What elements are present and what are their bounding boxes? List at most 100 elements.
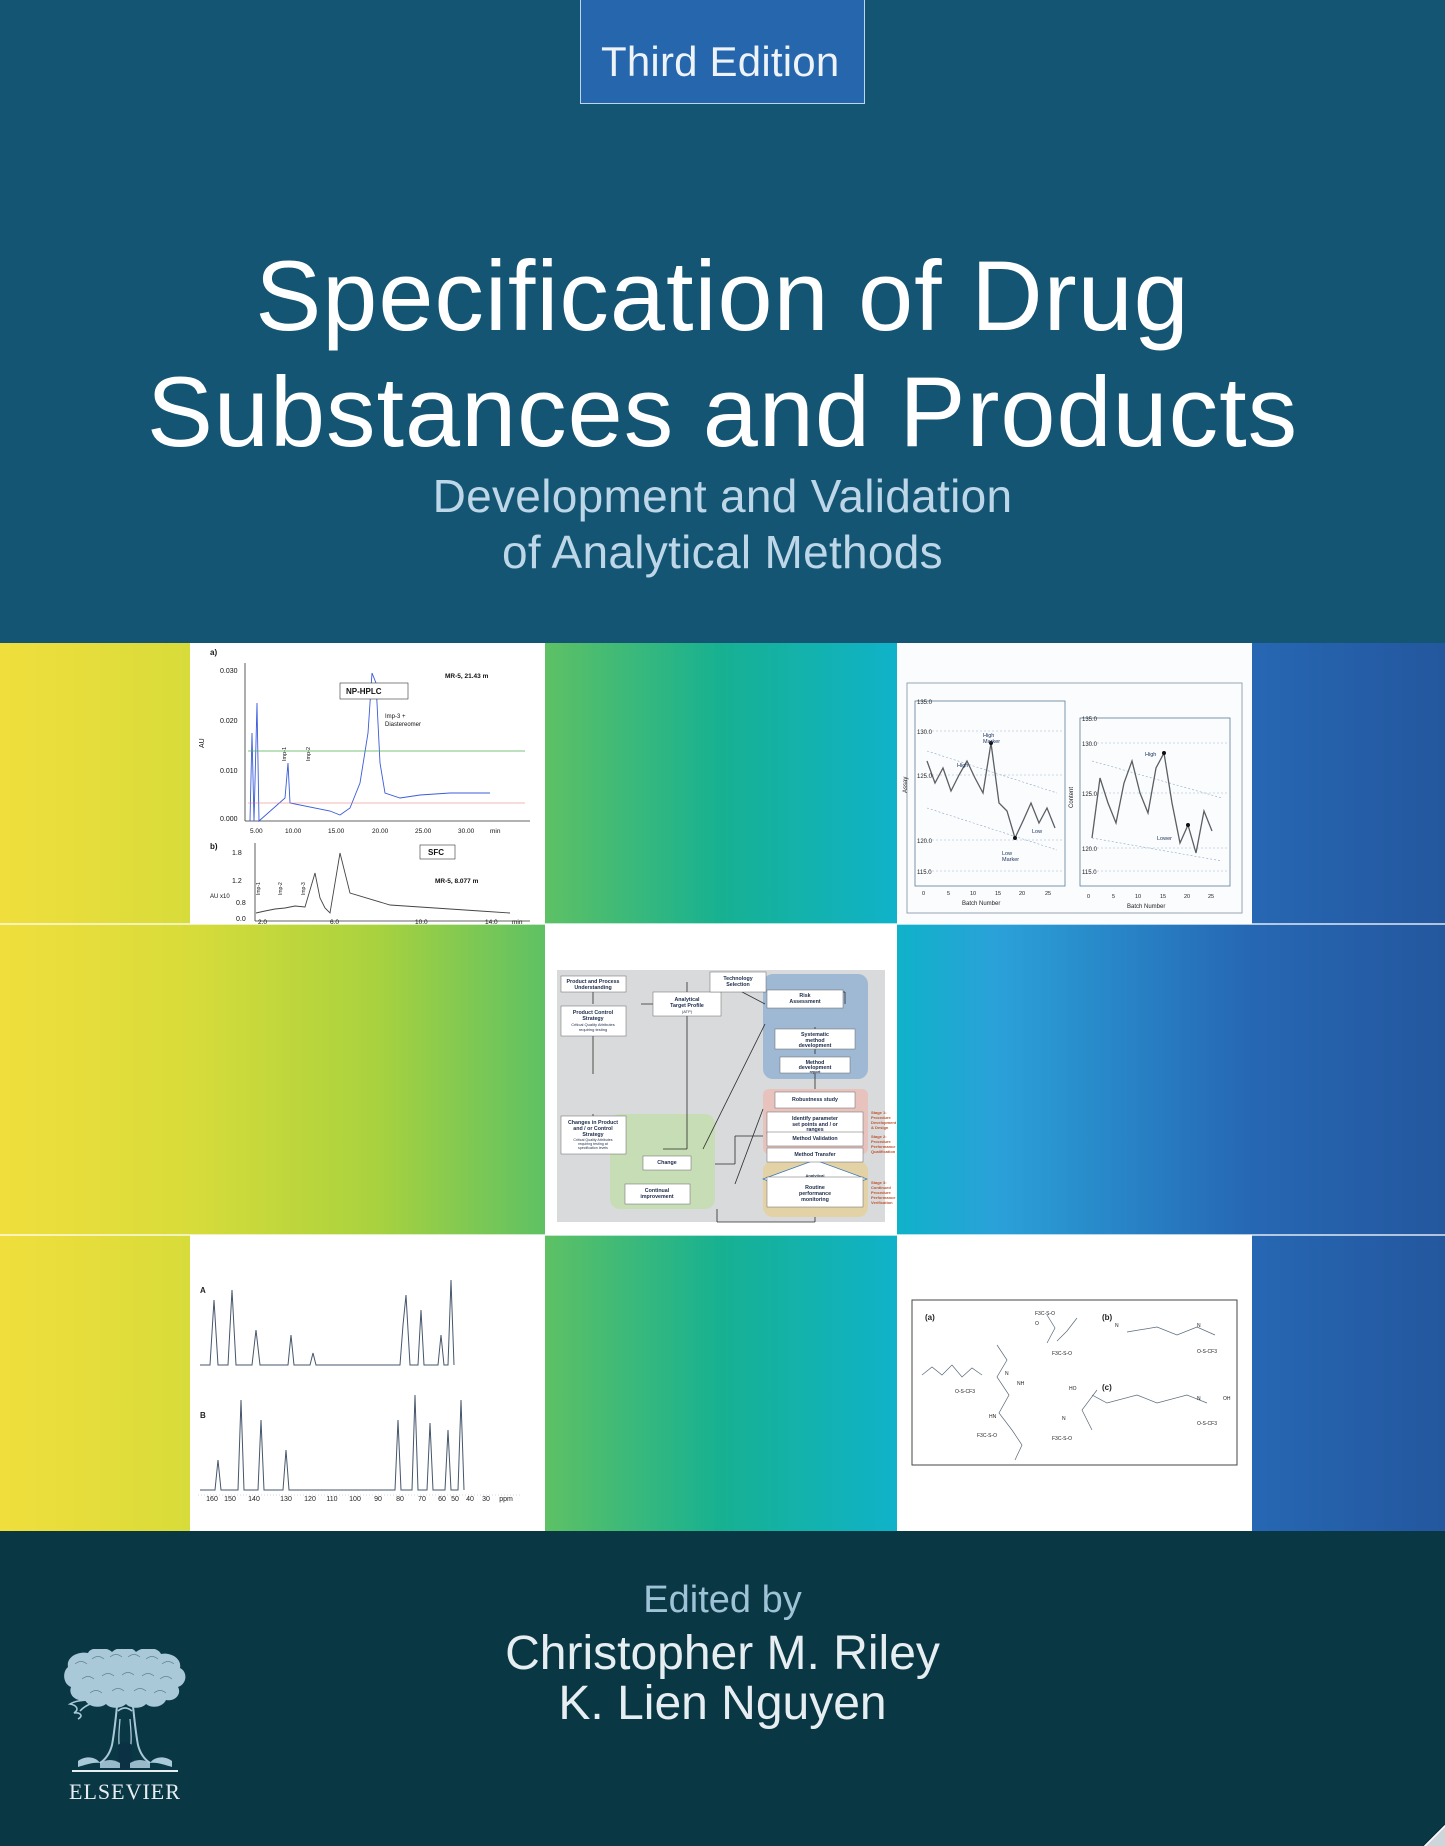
- svg-text:N: N: [1005, 1371, 1009, 1377]
- svg-text:(ATP): (ATP): [682, 1009, 693, 1014]
- svg-text:F3C-S-O: F3C-S-O: [977, 1433, 997, 1439]
- svg-text:Imp-1: Imp-1: [256, 882, 262, 895]
- svg-text:0: 0: [922, 891, 925, 897]
- svg-text:Batch Number: Batch Number: [1127, 904, 1165, 910]
- svg-text:Lower: Lower: [1157, 836, 1172, 842]
- svg-text:90: 90: [374, 1496, 382, 1503]
- svg-text:Marker: Marker: [983, 739, 1000, 745]
- svg-text:Imp-2: Imp-2: [306, 747, 312, 761]
- svg-text:N: N: [1062, 1416, 1066, 1422]
- svg-text:N: N: [1115, 1323, 1119, 1329]
- svg-text:150: 150: [224, 1496, 236, 1503]
- svg-text:125.0: 125.0: [1082, 792, 1098, 798]
- svg-text:115.0: 115.0: [1082, 870, 1097, 876]
- svg-text:100: 100: [349, 1496, 361, 1503]
- svg-text:25: 25: [1208, 894, 1214, 900]
- svg-text:improvement: improvement: [640, 1194, 673, 1200]
- svg-text:Imp-3 +: Imp-3 +: [385, 714, 406, 720]
- svg-text:F3C-S-O: F3C-S-O: [1035, 1311, 1055, 1317]
- svg-text:O: O: [1035, 1321, 1039, 1327]
- svg-text:Robustness study: Robustness study: [792, 1097, 838, 1103]
- svg-text:report: report: [810, 1070, 821, 1074]
- svg-text:50: 50: [451, 1496, 459, 1503]
- svg-text:125.0: 125.0: [917, 774, 933, 780]
- svg-text:a): a): [210, 648, 217, 657]
- svg-text:Method Transfer: Method Transfer: [794, 1152, 835, 1158]
- svg-text:10: 10: [1135, 894, 1141, 900]
- svg-text:specification levels: specification levels: [578, 1146, 608, 1150]
- svg-text:20.00: 20.00: [372, 828, 389, 835]
- svg-text:development: development: [799, 1043, 832, 1049]
- svg-text:20: 20: [1184, 894, 1190, 900]
- svg-text:F3C-S-O: F3C-S-O: [1052, 1436, 1072, 1442]
- svg-text:AU x10: AU x10: [210, 894, 230, 900]
- svg-text:135.0: 135.0: [1082, 717, 1098, 723]
- svg-text:140: 140: [248, 1496, 260, 1503]
- svg-text:N: N: [1197, 1323, 1201, 1329]
- svg-text:Understanding: Understanding: [574, 985, 611, 991]
- svg-text:& Design: & Design: [871, 1125, 889, 1130]
- svg-text:Content: Content: [1069, 787, 1075, 808]
- svg-text:Batch Number: Batch Number: [962, 901, 1000, 907]
- svg-text:NP-HPLC: NP-HPLC: [346, 687, 382, 696]
- svg-text:ppm: ppm: [499, 1496, 513, 1503]
- svg-text:0.010: 0.010: [220, 768, 238, 775]
- svg-text:30.00: 30.00: [458, 828, 475, 835]
- svg-text:120: 120: [304, 1496, 316, 1503]
- svg-text:10.00: 10.00: [285, 828, 302, 835]
- svg-text:Method Validation: Method Validation: [792, 1136, 837, 1142]
- svg-text:80: 80: [396, 1496, 404, 1503]
- svg-text:OH: OH: [1223, 1396, 1231, 1402]
- svg-text:160: 160: [206, 1496, 218, 1503]
- svg-text:Diastereomer: Diastereomer: [385, 722, 421, 728]
- svg-text:min: min: [490, 828, 501, 835]
- svg-text:AU: AU: [199, 738, 206, 748]
- svg-text:1.8: 1.8: [232, 850, 242, 857]
- svg-text:O-S-CF3: O-S-CF3: [1197, 1349, 1217, 1355]
- svg-text:Assay: Assay: [903, 777, 909, 793]
- svg-text:130.0: 130.0: [1082, 742, 1098, 748]
- svg-text:Imp-1: Imp-1: [282, 747, 288, 761]
- svg-text:70: 70: [418, 1496, 426, 1503]
- svg-text:High: High: [957, 763, 968, 769]
- svg-text:Qualification: Qualification: [871, 1149, 896, 1154]
- svg-text:15.00: 15.00: [328, 828, 345, 835]
- svg-text:(b): (b): [1102, 1313, 1113, 1322]
- svg-text:Change: Change: [657, 1160, 676, 1166]
- svg-text:130.0: 130.0: [917, 730, 933, 736]
- svg-text:A: A: [200, 1286, 206, 1295]
- svg-text:5: 5: [947, 891, 950, 897]
- svg-text:0.030: 0.030: [220, 668, 238, 675]
- svg-text:110: 110: [326, 1496, 337, 1503]
- svg-text:15: 15: [1160, 894, 1166, 900]
- svg-text:14.0: 14.0: [485, 919, 498, 924]
- svg-text:MR-5, 8.077 m: MR-5, 8.077 m: [435, 878, 479, 885]
- svg-text:N: N: [1197, 1396, 1201, 1402]
- svg-text:60: 60: [438, 1496, 446, 1503]
- svg-text:30: 30: [482, 1496, 490, 1503]
- svg-text:5.00: 5.00: [250, 828, 263, 835]
- svg-text:25.00: 25.00: [415, 828, 432, 835]
- svg-text:2.0: 2.0: [258, 919, 267, 924]
- svg-text:1.2: 1.2: [232, 878, 242, 885]
- svg-text:Selection: Selection: [726, 982, 750, 988]
- svg-text:(c): (c): [1102, 1383, 1112, 1392]
- svg-text:High: High: [1145, 752, 1156, 758]
- svg-text:120.0: 120.0: [917, 839, 933, 845]
- svg-text:25: 25: [1045, 891, 1051, 897]
- svg-text:0.0: 0.0: [236, 916, 246, 923]
- svg-text:requiring testing: requiring testing: [579, 1027, 607, 1032]
- svg-text:Verification: Verification: [871, 1200, 893, 1205]
- svg-text:NH: NH: [1017, 1381, 1025, 1387]
- svg-text:min: min: [512, 919, 523, 924]
- svg-text:10.0: 10.0: [415, 919, 428, 924]
- svg-text:20: 20: [1019, 891, 1025, 897]
- svg-text:6.0: 6.0: [330, 919, 339, 924]
- svg-text:O-S-CF3: O-S-CF3: [1197, 1421, 1217, 1427]
- svg-text:15: 15: [995, 891, 1001, 897]
- svg-text:Imp-2: Imp-2: [278, 882, 284, 895]
- svg-text:B: B: [200, 1411, 206, 1420]
- svg-text:10: 10: [970, 891, 976, 897]
- svg-text:MR-5, 21.43 m: MR-5, 21.43 m: [445, 673, 489, 680]
- svg-text:monitoring: monitoring: [801, 1197, 829, 1203]
